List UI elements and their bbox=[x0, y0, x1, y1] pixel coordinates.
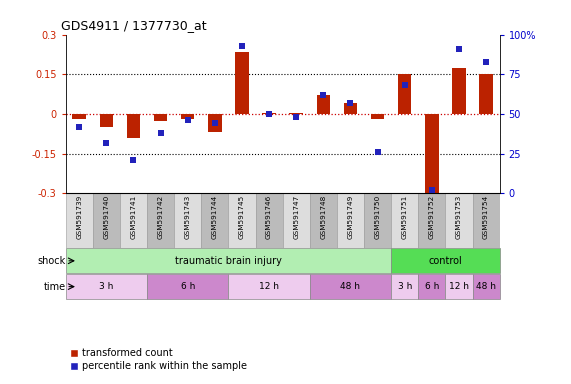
Text: 48 h: 48 h bbox=[476, 282, 496, 291]
Bar bbox=[255, 193, 283, 248]
Bar bbox=[452, 68, 466, 114]
Text: GSM591751: GSM591751 bbox=[401, 195, 408, 239]
Text: traumatic brain injury: traumatic brain injury bbox=[175, 256, 282, 266]
Bar bbox=[309, 274, 391, 299]
Text: GSM591740: GSM591740 bbox=[103, 195, 110, 239]
Bar bbox=[391, 193, 418, 248]
Text: 3 h: 3 h bbox=[99, 282, 114, 291]
Text: GSM591752: GSM591752 bbox=[429, 195, 435, 239]
Text: GSM591747: GSM591747 bbox=[293, 195, 299, 239]
Bar bbox=[445, 193, 473, 248]
Bar bbox=[73, 114, 86, 119]
Bar bbox=[371, 114, 384, 119]
Bar bbox=[364, 193, 391, 248]
Bar bbox=[228, 274, 309, 299]
Bar bbox=[391, 274, 418, 299]
Bar bbox=[473, 193, 500, 248]
Bar bbox=[120, 193, 147, 248]
Bar bbox=[473, 274, 500, 299]
Bar bbox=[127, 114, 140, 138]
Bar bbox=[228, 193, 255, 248]
Bar bbox=[235, 52, 249, 114]
Bar bbox=[202, 193, 228, 248]
Text: GSM591745: GSM591745 bbox=[239, 195, 245, 239]
Bar bbox=[99, 114, 113, 127]
Bar bbox=[391, 248, 500, 273]
Bar bbox=[208, 114, 222, 132]
Text: 48 h: 48 h bbox=[340, 282, 360, 291]
Bar bbox=[418, 193, 445, 248]
Bar bbox=[174, 193, 202, 248]
Text: GSM591750: GSM591750 bbox=[375, 195, 381, 239]
Bar bbox=[93, 193, 120, 248]
Bar bbox=[309, 193, 337, 248]
Text: control: control bbox=[428, 256, 463, 266]
Bar bbox=[262, 113, 276, 114]
Text: 3 h: 3 h bbox=[397, 282, 412, 291]
Bar bbox=[337, 193, 364, 248]
Text: GSM591741: GSM591741 bbox=[130, 195, 136, 239]
Bar bbox=[147, 193, 174, 248]
Bar bbox=[66, 274, 147, 299]
Text: 6 h: 6 h bbox=[425, 282, 439, 291]
Bar bbox=[181, 114, 195, 119]
Bar bbox=[425, 114, 439, 193]
Text: GSM591742: GSM591742 bbox=[158, 195, 164, 239]
Text: time: time bbox=[43, 281, 66, 291]
Text: GSM591754: GSM591754 bbox=[483, 195, 489, 239]
Bar bbox=[418, 274, 445, 299]
Bar bbox=[479, 74, 493, 114]
Legend: transformed count, percentile rank within the sample: transformed count, percentile rank withi… bbox=[68, 344, 251, 375]
Bar bbox=[398, 74, 412, 114]
Text: GSM591739: GSM591739 bbox=[76, 195, 82, 239]
Text: GSM591746: GSM591746 bbox=[266, 195, 272, 239]
Text: 6 h: 6 h bbox=[180, 282, 195, 291]
Text: GSM591743: GSM591743 bbox=[184, 195, 191, 239]
Bar bbox=[445, 274, 473, 299]
Bar bbox=[344, 103, 357, 114]
Text: shock: shock bbox=[38, 256, 66, 266]
Bar bbox=[147, 274, 228, 299]
Text: GSM591744: GSM591744 bbox=[212, 195, 218, 239]
Bar bbox=[66, 248, 391, 273]
Text: GDS4911 / 1377730_at: GDS4911 / 1377730_at bbox=[61, 19, 207, 32]
Text: GSM591753: GSM591753 bbox=[456, 195, 462, 239]
Text: 12 h: 12 h bbox=[259, 282, 279, 291]
Bar bbox=[154, 114, 167, 121]
Text: GSM591749: GSM591749 bbox=[347, 195, 353, 239]
Text: 12 h: 12 h bbox=[449, 282, 469, 291]
Text: GSM591748: GSM591748 bbox=[320, 195, 327, 239]
Bar bbox=[316, 96, 330, 114]
Bar bbox=[66, 193, 93, 248]
Bar bbox=[289, 113, 303, 114]
Bar bbox=[283, 193, 309, 248]
